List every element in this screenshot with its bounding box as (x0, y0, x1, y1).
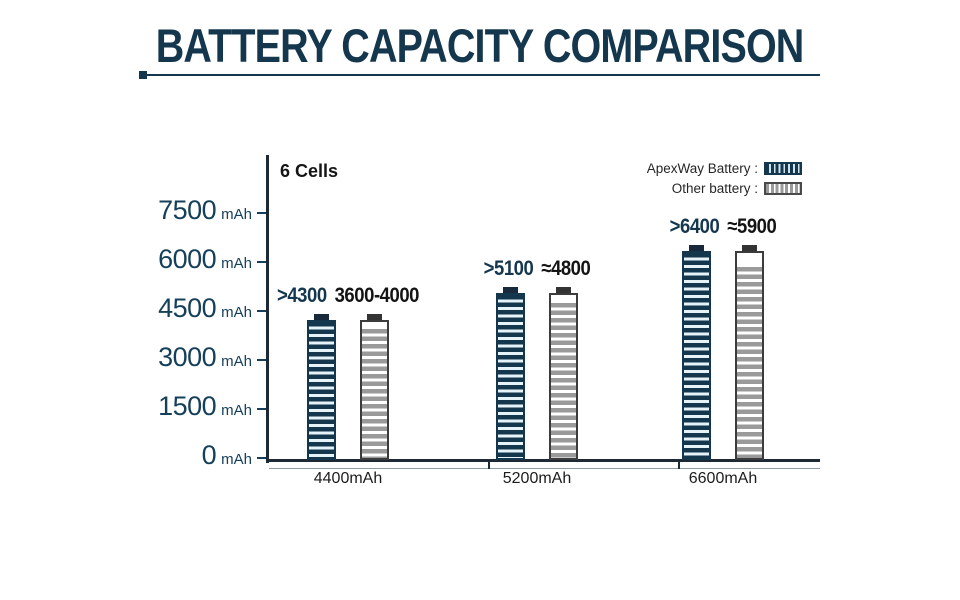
apexway-value-label: >6400 (669, 215, 720, 238)
page-title-wrap: BATTERY CAPACITY COMPARISON (0, 19, 960, 72)
y-tick-label: 7500 mAh (90, 195, 252, 226)
y-tick-value: 4500 (158, 293, 217, 323)
y-tick-label: 0 mAh (90, 440, 252, 471)
y-axis-tick (257, 212, 266, 214)
other-value-label: ≈5900 (727, 215, 777, 238)
y-tick-unit: mAh (221, 255, 252, 272)
cells-note: 6 Cells (280, 161, 339, 181)
legend-row: Other battery : (647, 181, 802, 196)
y-tick-value: 1500 (158, 391, 217, 421)
y-axis-tick (257, 359, 266, 361)
bar-value-label: >5100 ≈4800 (440, 257, 634, 281)
y-tick-value: 0 (201, 440, 217, 470)
battery-bar-other (735, 251, 764, 460)
battery-cap-apexway (503, 287, 518, 293)
legend-swatch-other-battery-icon (764, 182, 802, 195)
bar-value-label: >4300 3600-4000 (251, 284, 445, 308)
battery-fill-other (737, 267, 762, 458)
legend-label: Other battery : (671, 181, 758, 196)
battery-fill-other (362, 329, 387, 458)
y-tick-value: 6000 (158, 244, 217, 274)
battery-fill-other (551, 303, 576, 458)
battery-cap-apexway (689, 245, 704, 251)
category-label: 4400mAh (313, 470, 383, 487)
battery-cap-other (556, 287, 571, 293)
x-axis-divider-tick (678, 459, 680, 469)
category-label: 6600mAh (688, 470, 758, 487)
battery-bar-apexway (307, 320, 336, 460)
x-axis-line (266, 459, 820, 462)
apexway-value-label: >4300 (276, 284, 327, 307)
y-tick-label: 3000 mAh (90, 342, 252, 373)
y-axis-tick (257, 457, 266, 459)
y-tick-value: 3000 (158, 342, 217, 372)
battery-cap-apexway (314, 314, 329, 320)
y-tick-unit: mAh (221, 402, 252, 419)
battery-bar-apexway (496, 293, 525, 460)
y-tick-label: 1500 mAh (90, 391, 252, 422)
legend-label: ApexWay Battery : (646, 161, 758, 176)
y-axis-line (266, 155, 269, 463)
y-tick-unit: mAh (221, 353, 252, 370)
title-underline (139, 71, 820, 79)
y-tick-value: 7500 (158, 195, 217, 225)
legend-row: ApexWay Battery : (647, 161, 802, 176)
x-axis-subline (269, 468, 820, 469)
battery-bar-other (549, 293, 578, 460)
y-tick-unit: mAh (221, 206, 252, 223)
y-axis-tick (257, 261, 266, 263)
battery-bar-apexway (682, 251, 711, 460)
battery-cap-other (742, 245, 757, 251)
legend-swatch-apexway-battery-icon (764, 162, 802, 175)
other-value-label: 3600-4000 (334, 284, 420, 307)
y-tick-unit: mAh (221, 451, 252, 468)
page-title: BATTERY CAPACITY COMPARISON (156, 19, 805, 72)
legend: ApexWay Battery : Other battery : (647, 161, 802, 201)
battery-bar-other (360, 320, 389, 460)
bar-value-label: >6400 ≈5900 (626, 215, 820, 239)
y-axis-tick (257, 310, 266, 312)
y-tick-label: 6000 mAh (90, 244, 252, 275)
apexway-value-label: >5100 (483, 257, 534, 280)
category-label: 5200mAh (502, 470, 572, 487)
y-tick-unit: mAh (221, 304, 252, 321)
battery-cap-other (367, 314, 382, 320)
x-axis-divider-tick (488, 459, 490, 469)
y-tick-label: 4500 mAh (90, 293, 252, 324)
y-axis-tick (257, 408, 266, 410)
other-value-label: ≈4800 (541, 257, 591, 280)
